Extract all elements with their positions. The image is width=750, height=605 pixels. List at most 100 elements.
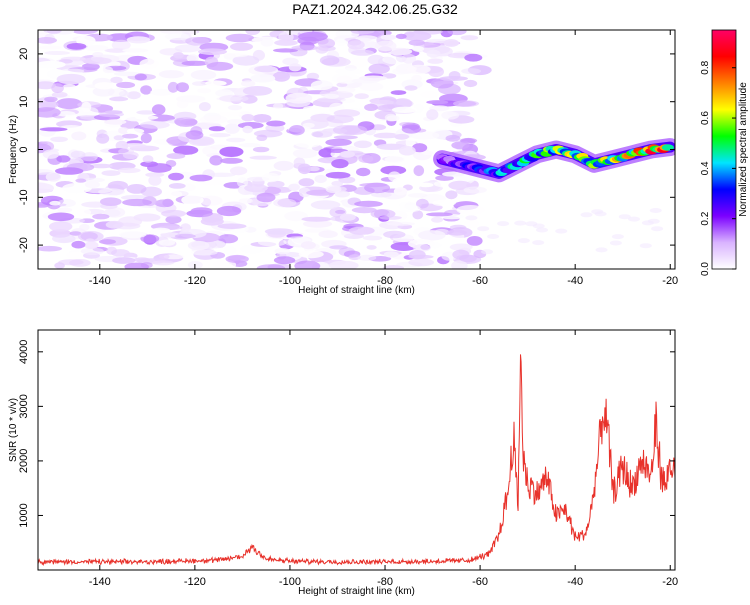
noise-cell (226, 137, 246, 143)
noise-cell (428, 66, 444, 78)
noise-cell (199, 179, 225, 186)
noise-cell (401, 124, 422, 134)
noise-cell (274, 39, 298, 46)
noise-cell (339, 150, 355, 158)
y-tick-label: 2000 (18, 449, 30, 473)
noise-cell (595, 247, 608, 253)
colorbar-tick-label: 0.8 (700, 60, 711, 74)
noise-cell (60, 68, 85, 74)
noise-cell (126, 91, 141, 100)
noise-cell (173, 52, 184, 59)
y-tick-label: 10 (18, 96, 30, 108)
noise-cell (329, 245, 348, 250)
noise-cell (310, 80, 333, 91)
noise-cell (395, 33, 407, 40)
noise-cell (83, 45, 109, 51)
noise-cell (112, 257, 136, 264)
noise-cell (98, 111, 124, 118)
noise-cell (288, 183, 300, 191)
noise-cell (382, 54, 408, 65)
noise-cell (418, 230, 446, 241)
noise-cell (71, 240, 86, 249)
noise-cell (118, 127, 129, 134)
noise-cell (273, 160, 294, 171)
noise-cell (163, 190, 183, 198)
y-axis-label: Frequency (Hz) (8, 115, 19, 184)
noise-cell (459, 254, 477, 263)
noise-cell (126, 143, 146, 149)
noise-cell (383, 251, 399, 258)
noise-cell (185, 36, 210, 46)
noise-cell (391, 106, 418, 114)
noise-cell (451, 141, 470, 150)
noise-cell (187, 240, 210, 251)
noise-cell (52, 234, 76, 244)
noise-cell (236, 177, 249, 188)
noise-cell (150, 227, 171, 234)
noise-cell (224, 123, 240, 134)
noise-cell (398, 145, 416, 156)
noise-cell (298, 187, 311, 198)
noise-cell (84, 241, 99, 249)
noise-cell (294, 260, 321, 269)
noise-cell (335, 68, 363, 75)
noise-cell (435, 175, 454, 181)
noise-cell (359, 75, 387, 81)
noise-cell (207, 172, 236, 177)
noise-cell (298, 178, 315, 187)
noise-cell (200, 217, 224, 226)
noise-cell (83, 177, 105, 183)
noise-cell (407, 193, 428, 198)
noise-cell (160, 30, 190, 35)
y-tick-label: 0 (18, 146, 30, 152)
noise-cell (461, 68, 481, 75)
noise-cell (273, 48, 298, 53)
noise-cell (487, 234, 500, 239)
noise-cell (456, 205, 485, 215)
noise-cell (102, 66, 114, 74)
noise-cell (274, 247, 291, 255)
noise-cell (447, 30, 467, 36)
noise-cell (147, 163, 172, 173)
x-tick-label: -80 (377, 275, 393, 287)
noise-cell (238, 198, 254, 204)
noise-cell (198, 102, 211, 112)
noise-cell (226, 119, 244, 124)
noise-cell (292, 148, 318, 159)
noise-cell (117, 167, 141, 174)
noise-cell (354, 200, 383, 207)
y-axis-label: SNR (10 * v/v) (8, 398, 19, 462)
noise-cell (239, 143, 261, 148)
noise-cell (393, 187, 408, 196)
noise-cell (413, 244, 431, 252)
noise-cell (39, 127, 68, 132)
noise-cell (594, 211, 607, 217)
noise-cell (260, 38, 274, 47)
noise-cell (446, 229, 467, 236)
noise-cell (217, 223, 247, 229)
noise-cell (254, 65, 277, 73)
noise-cell (111, 39, 131, 51)
noise-cell (79, 223, 90, 231)
snr-frame (37, 329, 676, 571)
noise-cell (159, 254, 170, 260)
noise-cell (441, 111, 460, 120)
noise-cell (442, 171, 466, 177)
noise-cell (126, 36, 151, 44)
noise-cell (82, 57, 112, 65)
noise-cell (242, 86, 273, 96)
noise-cell (165, 215, 182, 224)
noise-cell (100, 197, 122, 206)
noise-cell (223, 246, 237, 255)
noise-cell (373, 132, 400, 139)
noise-cell (376, 143, 407, 150)
figure-title: PAZ1.2024.342.06.25.G32 (292, 1, 458, 17)
noise-cell (393, 98, 413, 109)
noise-cell (555, 228, 568, 234)
y-tick-label: -10 (18, 189, 30, 205)
noise-cell (314, 174, 327, 184)
snr-series-group (38, 354, 675, 567)
noise-cell (106, 48, 127, 53)
colorbar-scale (711, 29, 737, 270)
noise-cell (628, 216, 640, 222)
